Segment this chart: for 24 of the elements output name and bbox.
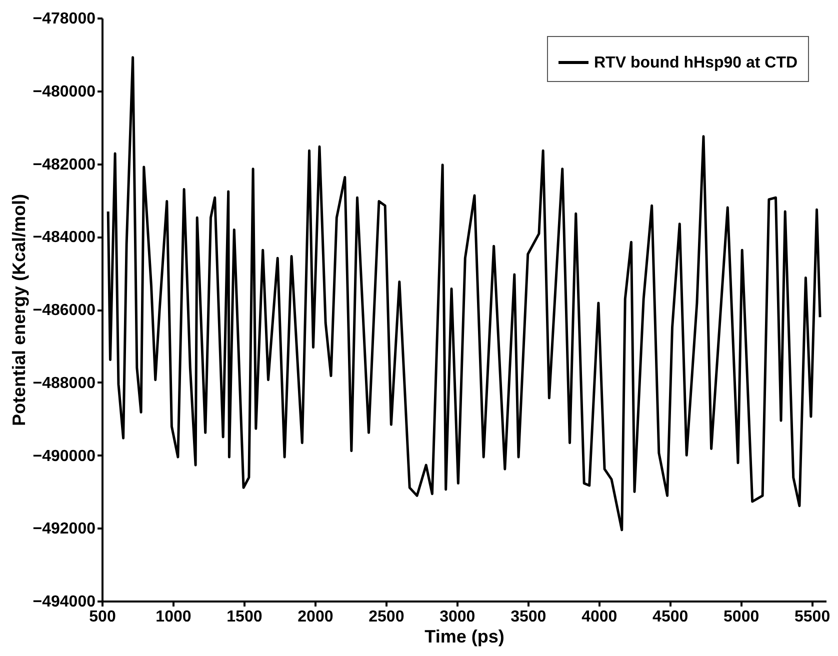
x-tick-label: 1500 [226,608,262,626]
x-tick-label: 5000 [724,608,760,626]
y-tick-label: −480000 [32,83,96,100]
y-tick-label: −478000 [32,10,96,28]
y-tick-label: −492000 [32,520,96,538]
x-tick-label: 2000 [298,608,334,626]
x-tick-label: 4500 [652,608,688,626]
y-tick-label: −482000 [32,156,96,174]
y-tick-label: −490000 [32,448,96,465]
x-axis-title: Time (ps) [424,626,504,646]
y-axis-title: Potential energy (Kcal/mol) [8,194,29,426]
x-tick-label: 500 [89,608,116,626]
line-series [106,56,822,532]
x-tick-label: 1000 [156,608,192,626]
x-tick-label: 5500 [794,608,830,626]
legend-label: RTV bound hHsp90 at CTD [594,54,798,72]
x-tick-label: 3000 [440,608,476,626]
x-tick-label: 3500 [510,608,546,626]
y-tick-label: −484000 [32,229,96,246]
y-tick-label: −494000 [32,594,96,610]
y-tick-label: −488000 [32,374,96,392]
x-tick-label: 2500 [368,608,404,626]
x-tick-label: 4000 [582,608,618,626]
y-tick-label: −486000 [32,302,96,319]
